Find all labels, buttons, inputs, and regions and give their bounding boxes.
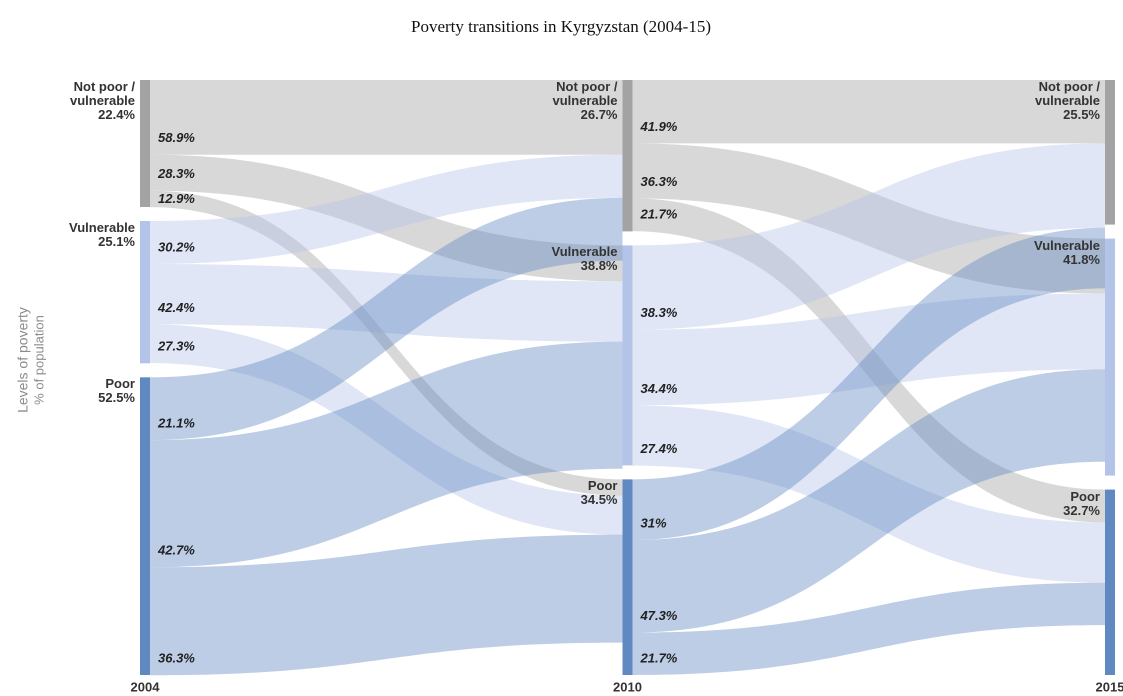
flow-label: 38.3% [641, 305, 678, 320]
flow-label: 42.7% [157, 543, 195, 558]
flow-label: 41.9% [640, 119, 678, 134]
flow-label: 31% [641, 515, 667, 530]
node-label: Not poor / vulnerable 25.5% [1008, 80, 1100, 122]
node-label: Poor 52.5% [43, 377, 135, 405]
node-value: 34.5% [580, 492, 618, 508]
node-bar [1105, 80, 1115, 225]
flow [632, 143, 1105, 330]
flow-label: 28.3% [157, 166, 195, 181]
flow [150, 324, 623, 535]
flow-label: 12.9% [158, 191, 195, 206]
flow [150, 154, 623, 282]
node-value: 52.5% [98, 390, 135, 406]
node-category: Not poor / vulnerable [69, 79, 135, 108]
flow [632, 80, 1105, 144]
node-category: Vulnerable [551, 244, 618, 260]
flow-label: 21.7% [640, 650, 678, 665]
flow [150, 263, 623, 342]
flow-label: 21.7% [640, 207, 678, 222]
node-label: Vulnerable 25.1% [43, 221, 135, 249]
node-bar [140, 377, 150, 675]
y-axis-label: Levels of poverty [15, 307, 31, 413]
node-label: Not poor / vulnerable 22.4% [43, 80, 135, 122]
node-category: Poor [1070, 488, 1100, 504]
node-category: Poor [587, 478, 618, 494]
flow-label: 34.4% [641, 381, 678, 396]
node-label: Poor 34.5% [526, 479, 618, 507]
flow [150, 341, 623, 568]
node-bar [140, 80, 150, 208]
flow [632, 293, 1105, 406]
flow [632, 369, 1105, 633]
node-label: Vulnerable 41.8% [1008, 237, 1100, 267]
flow [150, 190, 623, 496]
flow [150, 197, 623, 441]
node-bar [140, 221, 150, 364]
flow-label: 47.3% [640, 608, 678, 623]
chart-title: Poverty transitions in Kyrgyzstan (2004-… [411, 17, 711, 36]
flow-label: 42.4% [157, 300, 195, 315]
flow [150, 534, 623, 676]
node-value: 25.5% [1063, 107, 1100, 122]
flow-label: 36.3% [641, 174, 678, 189]
node-bar [1105, 489, 1115, 675]
node-value: 38.8% [580, 258, 618, 274]
node-bar [622, 245, 633, 466]
stage-label: 2004 [131, 679, 161, 694]
node-category: Vulnerable [1034, 237, 1100, 253]
node-label: Poor 32.7% [1008, 488, 1100, 518]
flow [632, 143, 1105, 294]
y-axis-sublabel: % of population [31, 315, 46, 405]
flow-label: 21.1% [157, 416, 195, 431]
node-bar [622, 479, 633, 675]
node-bar [1105, 238, 1115, 476]
node-category: Vulnerable [69, 220, 135, 235]
node-value: 26.7% [580, 107, 618, 122]
flow-label: 27.3% [157, 339, 195, 354]
flow [150, 80, 623, 155]
flow [632, 405, 1105, 583]
node-label: Vulnerable 38.8% [526, 245, 618, 273]
node-value: 32.7% [1063, 502, 1100, 518]
node-category: Poor [105, 376, 135, 392]
node-value: 25.1% [98, 234, 135, 249]
node-label: Not poor / vulnerable 26.7% [526, 79, 618, 122]
flow-label: 58.9% [158, 130, 195, 145]
flow [632, 227, 1105, 541]
stage-label: 2015 [1096, 679, 1123, 694]
flow [632, 582, 1105, 675]
stage-label: 2010 [613, 679, 642, 694]
node-value: 22.4% [98, 107, 135, 122]
node-bar [622, 80, 633, 232]
flow-label: 30.2% [158, 239, 195, 254]
node-category: Not poor / vulnerable [1034, 79, 1100, 108]
flow [632, 198, 1105, 523]
flow [150, 154, 623, 264]
flow-label: 27.4% [640, 441, 678, 456]
node-value: 41.8% [1063, 251, 1100, 267]
node-category: Not poor / vulnerable [552, 79, 618, 108]
flow-label: 36.3% [158, 651, 195, 666]
